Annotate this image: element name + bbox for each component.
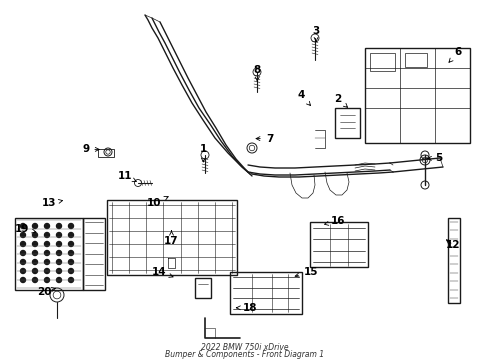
Circle shape	[45, 233, 49, 238]
Text: 6: 6	[449, 47, 462, 62]
Circle shape	[45, 242, 49, 247]
Text: 16: 16	[324, 216, 345, 226]
Text: 11: 11	[118, 171, 136, 182]
Text: 12: 12	[446, 240, 461, 250]
Circle shape	[45, 260, 49, 265]
Circle shape	[32, 251, 38, 256]
Circle shape	[45, 251, 49, 256]
Bar	[448, 218, 460, 303]
Circle shape	[45, 269, 49, 274]
Circle shape	[21, 269, 25, 274]
Circle shape	[56, 269, 62, 274]
Bar	[15, 218, 83, 290]
Circle shape	[45, 224, 49, 229]
Bar	[230, 272, 302, 314]
Circle shape	[56, 260, 62, 265]
Circle shape	[21, 224, 25, 229]
Circle shape	[32, 260, 38, 265]
Text: 5: 5	[428, 153, 442, 163]
Circle shape	[56, 278, 62, 283]
Circle shape	[56, 233, 62, 238]
Text: 18: 18	[237, 303, 257, 313]
Text: 9: 9	[82, 144, 99, 154]
Bar	[83, 218, 105, 290]
Text: 2022 BMW 750i xDrive: 2022 BMW 750i xDrive	[201, 343, 289, 352]
Circle shape	[32, 233, 38, 238]
Circle shape	[21, 251, 25, 256]
Circle shape	[69, 260, 74, 265]
Circle shape	[32, 269, 38, 274]
Bar	[405, 53, 427, 67]
Bar	[107, 200, 237, 275]
Bar	[335, 108, 360, 138]
Bar	[370, 53, 395, 71]
Text: 1: 1	[200, 144, 207, 162]
Circle shape	[69, 242, 74, 247]
Circle shape	[32, 278, 38, 283]
Text: 13: 13	[42, 198, 63, 208]
Text: 10: 10	[147, 197, 168, 208]
Circle shape	[56, 242, 62, 247]
Text: 14: 14	[152, 267, 173, 277]
Circle shape	[69, 233, 74, 238]
Text: 7: 7	[256, 134, 273, 144]
Circle shape	[32, 224, 38, 229]
Bar	[195, 278, 211, 298]
Circle shape	[21, 233, 25, 238]
Bar	[98, 149, 114, 157]
Text: 20: 20	[37, 287, 55, 297]
Circle shape	[21, 278, 25, 283]
Text: 3: 3	[313, 26, 319, 41]
Text: 15: 15	[295, 267, 319, 277]
Circle shape	[69, 269, 74, 274]
Circle shape	[69, 224, 74, 229]
Text: 8: 8	[254, 65, 261, 81]
Bar	[365, 48, 470, 143]
Circle shape	[56, 251, 62, 256]
Circle shape	[21, 260, 25, 265]
Circle shape	[45, 278, 49, 283]
Text: 17: 17	[164, 231, 179, 246]
Circle shape	[56, 224, 62, 229]
Circle shape	[69, 251, 74, 256]
Circle shape	[21, 242, 25, 247]
Text: 2: 2	[335, 94, 347, 107]
Text: 19: 19	[15, 224, 36, 234]
Text: 4: 4	[297, 90, 311, 105]
Circle shape	[69, 278, 74, 283]
Circle shape	[32, 242, 38, 247]
Text: Bumper & Components - Front Diagram 1: Bumper & Components - Front Diagram 1	[166, 350, 324, 359]
Bar	[310, 222, 368, 267]
